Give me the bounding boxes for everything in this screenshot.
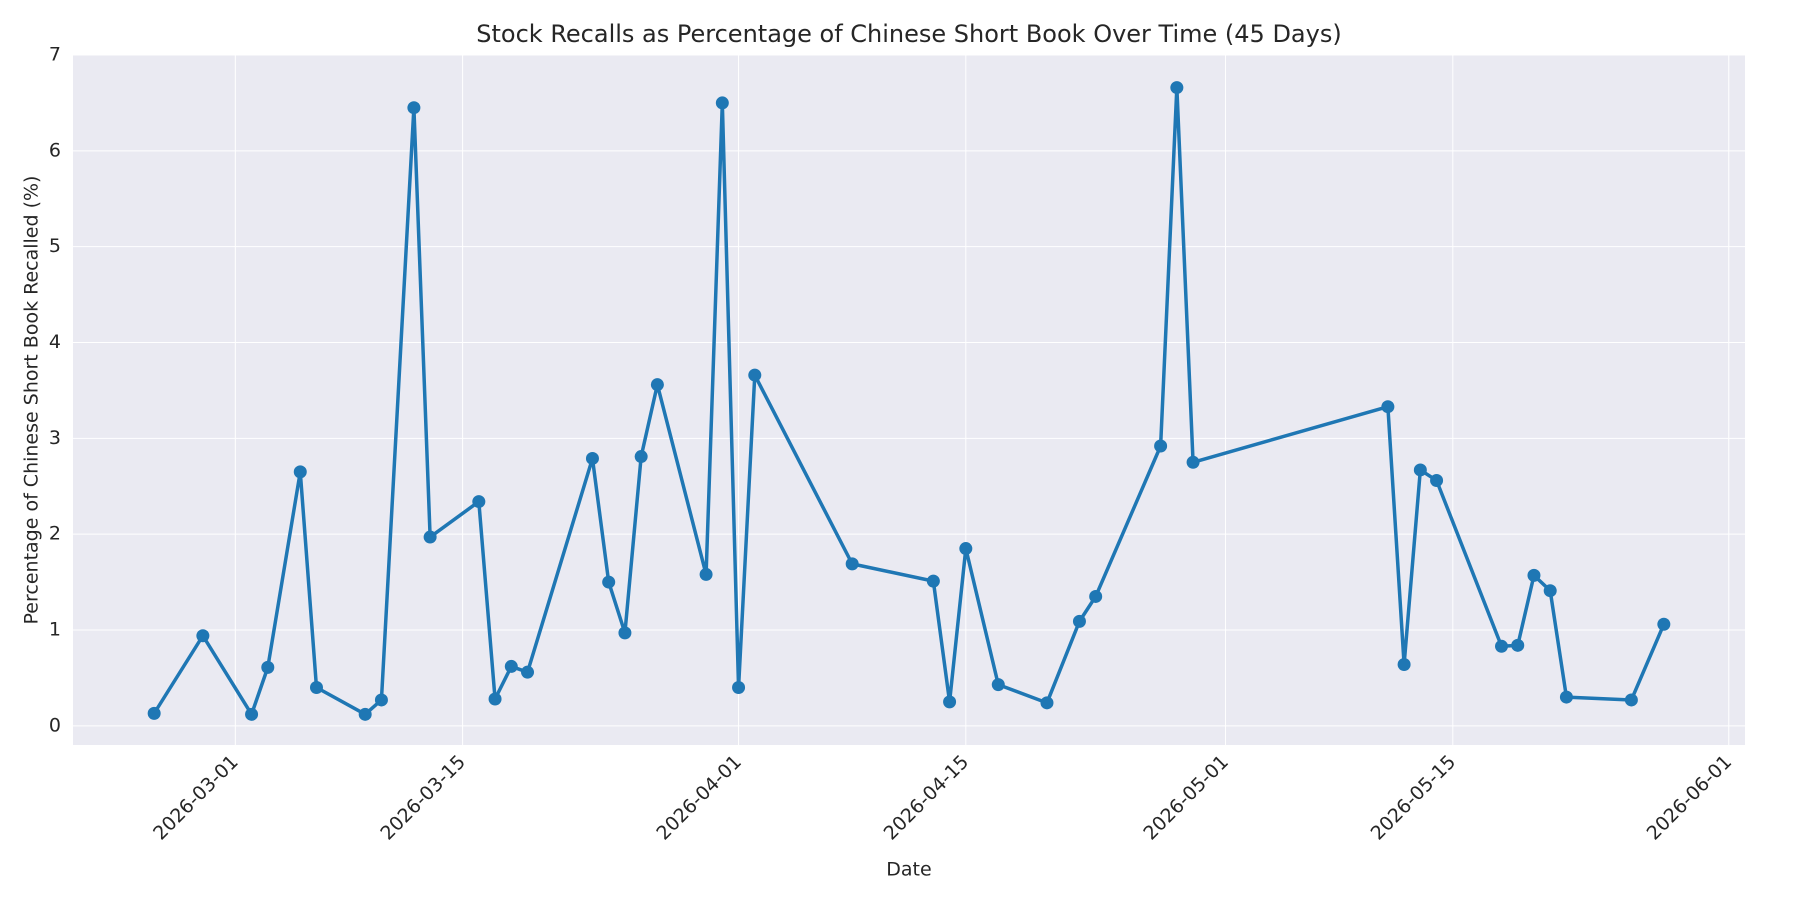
point (374, 693, 388, 707)
y-tick-label: 5 (49, 235, 61, 257)
x-tick-label: 2026-05-01 (1139, 751, 1233, 845)
point (407, 101, 421, 115)
x-tick-label: 2026-06-01 (1643, 751, 1737, 845)
x-tick-label: 2026-04-15 (880, 751, 974, 845)
point (1511, 638, 1525, 652)
point (732, 681, 746, 694)
point (1624, 693, 1638, 707)
point (650, 378, 664, 392)
point (699, 567, 713, 581)
point (521, 665, 535, 679)
x-tick-label: 2026-03-15 (376, 751, 470, 845)
point (1170, 81, 1184, 95)
point (1397, 658, 1411, 671)
point (618, 626, 632, 640)
point (585, 451, 599, 465)
point (1089, 589, 1103, 603)
point (245, 707, 259, 721)
point (196, 629, 210, 643)
chart-title: Stock Recalls as Percentage of Chinese S… (476, 20, 1341, 48)
point (309, 681, 323, 694)
point (147, 706, 161, 720)
point (423, 530, 437, 544)
x-tick-label: 2026-05-15 (1367, 751, 1461, 845)
point (1413, 463, 1427, 477)
point (1430, 474, 1444, 487)
x-tick-label: 2026-04-01 (652, 751, 746, 845)
y-tick-label: 2 (49, 523, 61, 545)
point (1186, 455, 1200, 469)
point (261, 660, 275, 674)
point (1154, 439, 1168, 453)
point (943, 695, 957, 709)
point (991, 678, 1005, 692)
y-tick-label: 3 (49, 427, 61, 449)
point (1495, 639, 1509, 653)
point (1040, 696, 1054, 710)
y-tick-label: 0 (49, 714, 61, 736)
x-tick-label: 2026-03-01 (149, 751, 243, 845)
point (634, 450, 648, 464)
y-tick-label: 4 (49, 331, 61, 353)
point (1657, 617, 1671, 631)
point (1072, 614, 1086, 628)
y-tick-label: 1 (49, 619, 61, 641)
point (602, 575, 616, 589)
point (1543, 584, 1557, 598)
point (488, 692, 502, 706)
point (715, 96, 729, 110)
point (926, 574, 940, 588)
point (1559, 690, 1573, 704)
point (472, 495, 486, 509)
point (293, 465, 307, 479)
y-axis-label: Percentage of Chinese Short Book Recalle… (21, 176, 43, 625)
point (845, 557, 859, 571)
point (358, 707, 372, 721)
point (1527, 568, 1541, 582)
y-tick-label: 7 (49, 44, 61, 66)
point (504, 659, 518, 673)
point (748, 368, 762, 382)
y-tick-label: 6 (49, 139, 61, 161)
point (1381, 400, 1395, 414)
plot-area (73, 55, 1745, 745)
x-axis-label: Date (886, 859, 931, 881)
point (959, 542, 973, 556)
